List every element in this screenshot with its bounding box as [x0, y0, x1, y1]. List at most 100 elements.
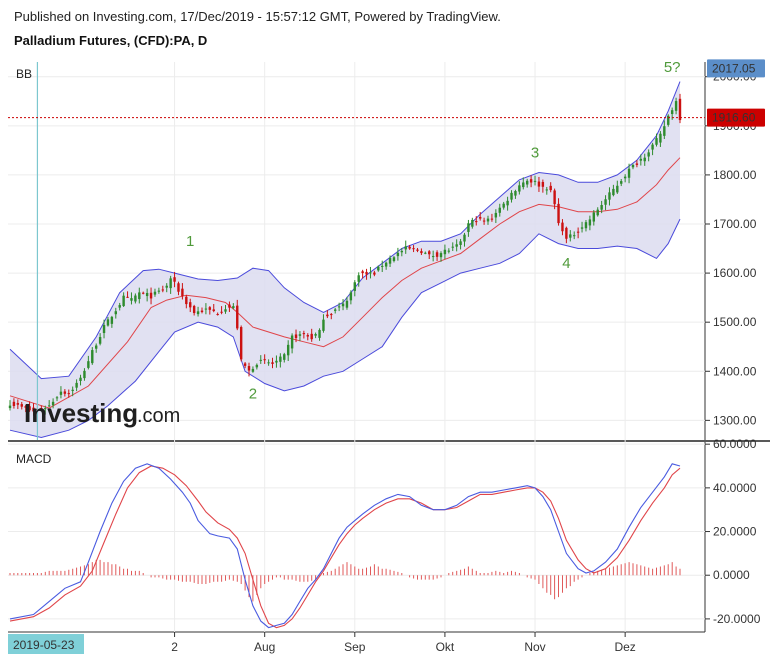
- candle-body: [145, 292, 149, 297]
- candle-body: [263, 359, 266, 361]
- candle-body: [384, 262, 388, 267]
- candle-body: [243, 363, 247, 366]
- candle-body: [404, 246, 407, 250]
- candle-body: [165, 285, 168, 288]
- macd-signal-line: [9, 465, 681, 629]
- candle-body: [173, 277, 176, 282]
- candle-body: [667, 115, 670, 125]
- candle-body: [612, 188, 615, 196]
- candle-body: [290, 335, 294, 349]
- candle-body: [318, 329, 321, 338]
- candle-body: [71, 389, 74, 391]
- time-tick-label: Dez: [614, 640, 635, 654]
- candle-body: [377, 266, 380, 271]
- candle-body: [341, 303, 345, 307]
- candle-body: [204, 308, 208, 310]
- candle-body: [424, 252, 427, 254]
- candle-body: [24, 406, 27, 408]
- candlestick-series: [8, 93, 682, 416]
- candle-body: [44, 408, 47, 410]
- cursor-date-tag: 2019-05-23: [8, 634, 84, 654]
- candle-body: [251, 368, 255, 372]
- candle-body: [98, 337, 102, 344]
- macd-histogram: [9, 559, 681, 602]
- investing-logo: Investing .com: [24, 398, 180, 428]
- candle-body: [236, 305, 239, 329]
- price-tick-label: 1500.00: [713, 315, 757, 329]
- candle-body: [455, 244, 458, 247]
- candle-body: [134, 295, 137, 302]
- candle-body: [67, 393, 70, 395]
- candle-body: [428, 251, 431, 255]
- candle-body: [459, 241, 462, 245]
- candle-body: [663, 126, 666, 136]
- candle-body: [678, 98, 682, 121]
- candle-body: [635, 163, 639, 165]
- candle-body: [177, 283, 180, 292]
- candle-body: [388, 258, 392, 264]
- candle-body: [114, 311, 117, 315]
- candle-body: [181, 288, 184, 297]
- candle-body: [674, 101, 678, 111]
- macd-axis-ticks: -20.0000 0.0000 20.0000 40.0000 60.0000: [705, 437, 761, 626]
- candle-body: [59, 391, 63, 395]
- candle-body: [47, 405, 51, 407]
- candle-body: [63, 391, 67, 394]
- price-tick-label: 1600.00: [713, 266, 757, 280]
- symbol-title: Palladium Futures, (CFD):PA, D: [14, 33, 208, 48]
- elliott-wave-labels: 1 2 3 4 5?: [186, 59, 680, 402]
- candle-body: [616, 185, 619, 193]
- cursor-date-text: 2019-05-23: [13, 638, 75, 652]
- time-tick-label: Nov: [524, 640, 545, 654]
- candle-body: [623, 176, 627, 179]
- candle-body: [216, 314, 219, 316]
- candle-body: [573, 235, 576, 237]
- candle-body: [478, 216, 482, 219]
- candle-body: [259, 359, 262, 361]
- candle-body: [322, 319, 325, 331]
- candle-body: [471, 219, 474, 227]
- candle-body: [16, 403, 20, 405]
- macd-panel-label: MACD: [16, 452, 52, 466]
- candle-body: [510, 192, 513, 200]
- candle-body: [420, 251, 423, 254]
- candle-body: [110, 316, 114, 324]
- wave-label: 1: [186, 233, 194, 250]
- bb-panel-label: BB: [16, 67, 32, 81]
- wave-label: 3: [531, 145, 539, 162]
- candle-body: [106, 319, 110, 326]
- high-price-tag-text: 2017.05: [712, 61, 756, 75]
- candle-body: [588, 219, 592, 226]
- time-tick-label: Aug: [254, 640, 275, 654]
- candle-body: [584, 222, 588, 229]
- macd-tick-label: 20.0000: [713, 525, 757, 539]
- macd-tick-label: -20.0000: [713, 612, 761, 626]
- candle-body: [55, 397, 59, 399]
- candle-body: [267, 362, 270, 364]
- wave-label: 2: [249, 385, 257, 402]
- candle-body: [549, 185, 552, 191]
- candle-body: [490, 218, 494, 220]
- candle-body: [353, 282, 357, 291]
- candle-body: [631, 165, 635, 168]
- candle-body: [302, 333, 306, 335]
- candle-body: [498, 207, 501, 213]
- candle-body: [475, 221, 478, 223]
- candle-body: [396, 252, 400, 257]
- macd-line: [9, 463, 681, 629]
- candle-body: [228, 304, 231, 308]
- candle-body: [28, 406, 31, 411]
- candle-body: [647, 152, 650, 157]
- candle-body: [533, 180, 537, 182]
- high-price-tag: 2017.05: [707, 59, 765, 78]
- candle-body: [537, 181, 541, 187]
- candle-body: [232, 306, 235, 309]
- candle-body: [361, 271, 364, 274]
- candle-body: [659, 133, 662, 143]
- candle-body: [627, 168, 631, 178]
- candle-body: [102, 325, 106, 334]
- candle-body: [345, 300, 349, 308]
- candle-body: [561, 222, 564, 232]
- candle-body: [392, 257, 396, 261]
